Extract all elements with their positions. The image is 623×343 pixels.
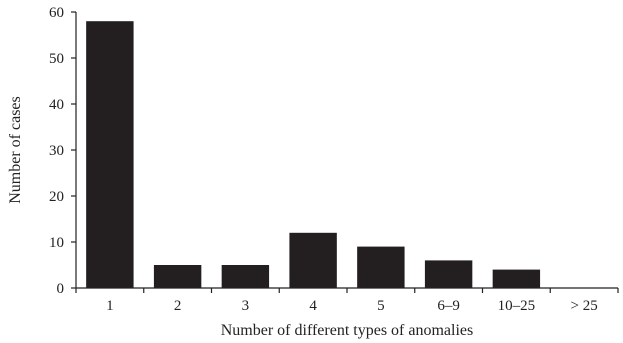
y-axis-title: Number of cases bbox=[7, 96, 24, 204]
x-tick-label: 2 bbox=[174, 298, 182, 314]
y-tick-label: 50 bbox=[49, 51, 64, 67]
x-tick-label: 5 bbox=[377, 298, 385, 314]
x-tick-label: 1 bbox=[106, 298, 114, 314]
y-tick-label: 30 bbox=[49, 143, 64, 159]
x-tick-label: > 25 bbox=[571, 298, 598, 314]
bar-7 bbox=[492, 269, 541, 288]
x-tick-label: 6–9 bbox=[437, 298, 460, 314]
x-tick-label: 4 bbox=[309, 298, 317, 314]
x-tick-label: 3 bbox=[242, 298, 250, 314]
x-axis: 1 2 3 4 5 6–9 10–25 > 25 bbox=[75, 287, 619, 314]
y-tick-label: 60 bbox=[49, 5, 64, 21]
bar-4 bbox=[289, 232, 337, 288]
bar-1 bbox=[86, 21, 134, 288]
y-ticks-group: 0 10 20 30 40 50 60 bbox=[49, 5, 76, 297]
bar-6 bbox=[424, 260, 473, 288]
x-ticks-group: 1 2 3 4 5 6–9 10–25 > 25 bbox=[75, 288, 619, 314]
y-tick-label: 20 bbox=[49, 189, 64, 205]
bar-3 bbox=[221, 265, 270, 288]
bar-5 bbox=[357, 246, 405, 288]
y-tick-label: 10 bbox=[49, 235, 64, 251]
bars-group bbox=[86, 21, 541, 288]
bar-2 bbox=[153, 265, 202, 288]
y-tick-label: 40 bbox=[49, 97, 64, 113]
x-tick-label: 10–25 bbox=[498, 298, 536, 314]
x-axis-title: Number of different types of anomalies bbox=[221, 322, 474, 339]
y-tick-label: 0 bbox=[57, 281, 65, 297]
y-axis: 0 10 20 30 40 50 60 bbox=[49, 5, 77, 297]
